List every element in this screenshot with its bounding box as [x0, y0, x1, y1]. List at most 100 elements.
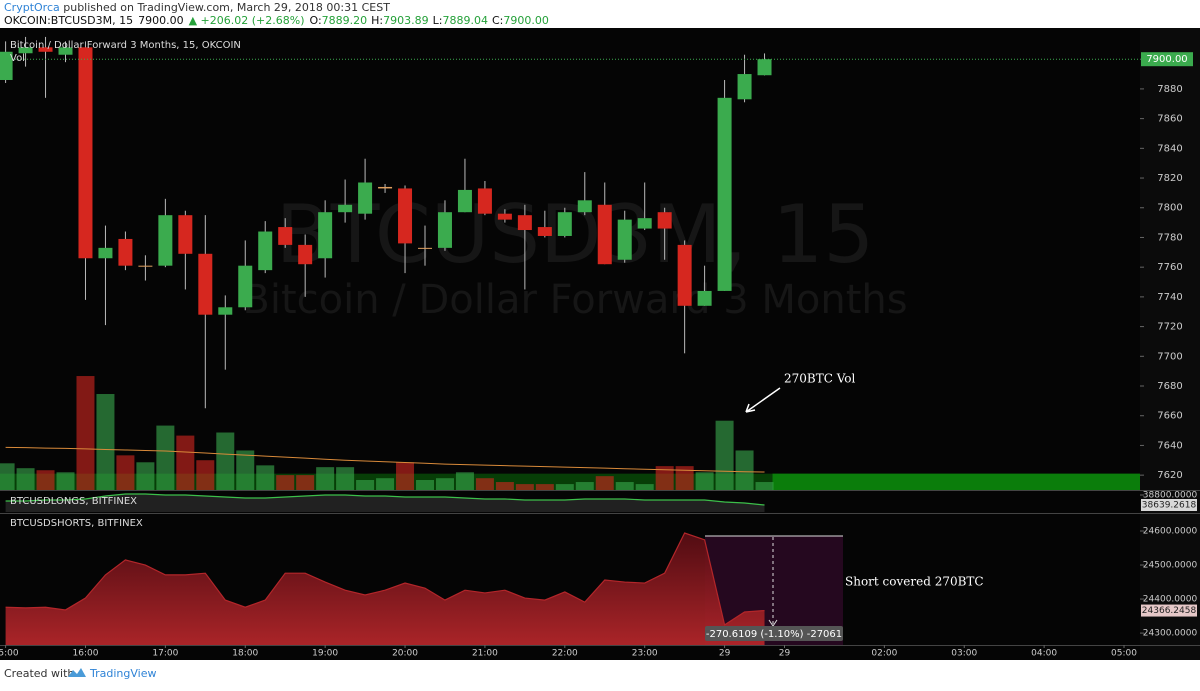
last-value-label: 24366.2458	[1142, 606, 1197, 616]
last: 7900.00	[138, 14, 184, 27]
candle-body	[238, 265, 253, 308]
y-tick-label: 24400.0000	[1143, 595, 1198, 605]
y-tick-label: 7740	[1157, 292, 1182, 303]
volume-bar	[96, 394, 115, 490]
shorts-annotation: Short covered 270BTC	[845, 575, 984, 589]
x-tick-label: 29	[719, 649, 731, 659]
volume-bar	[455, 472, 474, 490]
candle-body	[497, 213, 512, 220]
volume-bar	[475, 478, 494, 490]
candle-body	[358, 182, 373, 214]
volume-bar	[0, 463, 15, 490]
price-axis-bg	[1140, 28, 1200, 660]
y-tick-label: 7780	[1157, 232, 1182, 243]
candle-body	[477, 188, 492, 214]
low: 7889.04	[442, 14, 488, 27]
header-line2: OKCOIN:BTCUSD3M, 15 7900.00 ▲ +206.02 (+2.…	[4, 14, 549, 27]
volume-bar	[36, 470, 55, 490]
volume-bar	[336, 467, 355, 490]
annotation: 270BTC Vol	[784, 372, 856, 386]
watermark-name: Bitcoin / Dollar Forward 3 Months	[242, 277, 907, 323]
y-tick-label: 7720	[1157, 322, 1182, 333]
candle-body	[278, 227, 293, 245]
brand[interactable]: TradingView	[89, 667, 156, 680]
y-tick-label: 24300.0000	[1143, 629, 1198, 639]
last-price-label: 7900.00	[1146, 54, 1187, 65]
close: 7900.00	[503, 14, 549, 27]
candle-body	[258, 231, 273, 271]
candle-body	[418, 247, 433, 249]
volume-bar	[376, 478, 395, 490]
x-tick-label: 05:00	[1111, 649, 1137, 659]
x-tick-label: 19:00	[312, 649, 338, 659]
x-tick-label: 17:00	[152, 649, 178, 659]
author[interactable]: CryptOrca	[4, 1, 60, 14]
volume-bar	[595, 476, 614, 490]
candle-body	[737, 74, 752, 100]
volume-bar	[515, 484, 534, 490]
last-value-label: 38639.2618	[1142, 501, 1197, 511]
volume-bar	[755, 482, 774, 490]
y-tick-label: 7820	[1157, 173, 1182, 184]
candle-body	[298, 244, 313, 265]
volume-bar	[116, 455, 135, 490]
x-tick-label: 22:00	[552, 649, 578, 659]
candle-body	[757, 59, 772, 76]
candle-body	[338, 204, 353, 213]
y-tick-label: 7840	[1157, 143, 1182, 154]
y-tick-label: 38800.0000	[1143, 490, 1198, 500]
y-tick-label: 7700	[1157, 351, 1182, 362]
y-tick-label: 7880	[1157, 84, 1182, 95]
volume-bar	[216, 432, 235, 490]
last-value-box	[1141, 499, 1197, 512]
published: published on TradingView.com, March 29, …	[60, 1, 390, 14]
volume-bar	[675, 466, 694, 490]
volume-bar	[356, 479, 375, 490]
x-tick-label: 18:00	[232, 649, 258, 659]
footer-bg	[0, 660, 1200, 687]
candle-body	[677, 244, 692, 306]
y-tick-label: 24600.0000	[1143, 526, 1198, 536]
x-tick-label: 29	[779, 649, 791, 659]
candle-body	[398, 188, 413, 244]
candle-body	[537, 227, 552, 236]
candle-body	[517, 215, 532, 231]
o-label: O:	[309, 14, 321, 27]
volume-bar	[735, 450, 754, 490]
volume-bar	[156, 425, 175, 490]
volume-bar	[715, 420, 734, 490]
last-price-box	[1141, 52, 1193, 67]
change: ▲ +206.02 (+2.68%)	[189, 14, 305, 27]
x-tick-label: 03:00	[951, 649, 977, 659]
volume-bar	[276, 475, 295, 490]
x-tick-label: 02:00	[871, 649, 897, 659]
volume-bar	[555, 484, 574, 490]
candle-body	[437, 212, 452, 248]
x-tick-label: 23:00	[632, 649, 658, 659]
candle-body	[218, 307, 233, 315]
pane-title: Bitcoin / Dollar Forward 3 Months, 15, O…	[10, 40, 241, 51]
volume-bar	[575, 482, 594, 490]
volume-bar	[236, 450, 255, 490]
candle-body	[637, 218, 652, 229]
candle-body	[577, 200, 592, 213]
volume-bar	[435, 478, 454, 490]
candle-body	[18, 47, 33, 54]
longs-line	[5, 493, 765, 506]
watermark-symbol: BTCUSD3M, 15	[276, 188, 874, 281]
volume-bar	[635, 484, 654, 490]
y-tick-label: 24500.0000	[1143, 561, 1198, 571]
volume-bar	[56, 472, 75, 490]
candle-body	[98, 247, 113, 259]
candle-body	[717, 97, 732, 291]
volume-bar	[136, 462, 155, 490]
price-zone-bright	[772, 473, 1140, 490]
volume-bar	[655, 466, 674, 490]
x-tick-label: 16:00	[73, 649, 99, 659]
candle-body	[78, 47, 93, 259]
header: CryptOrca published on TradingView.com, …	[4, 1, 549, 27]
y-tick-label: 7800	[1157, 203, 1182, 214]
volume-bar	[296, 475, 315, 490]
candle-body	[378, 186, 393, 189]
